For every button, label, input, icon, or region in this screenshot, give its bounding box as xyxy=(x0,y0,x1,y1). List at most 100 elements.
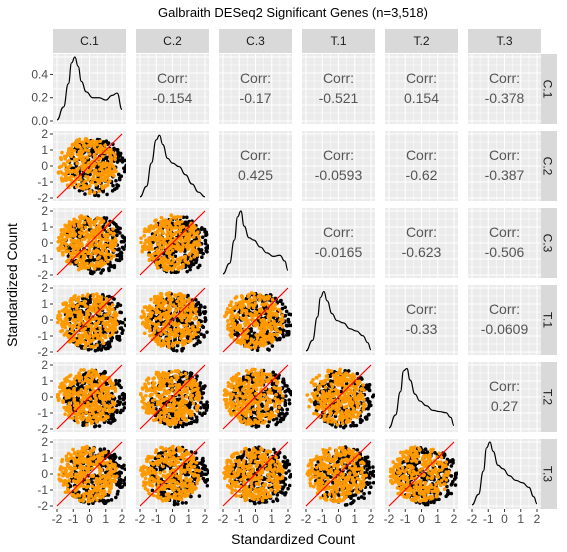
data-point xyxy=(115,304,119,309)
panel: Corr:-0.387 xyxy=(468,131,541,201)
data-point xyxy=(84,410,88,415)
data-point xyxy=(106,415,110,420)
data-point xyxy=(75,171,79,175)
data-point xyxy=(237,300,242,305)
data-point xyxy=(95,292,99,296)
data-point xyxy=(158,219,163,224)
column-strip: C.3 xyxy=(219,29,292,53)
data-point xyxy=(189,421,194,425)
data-point xyxy=(99,176,103,181)
data-point xyxy=(87,418,92,423)
data-point xyxy=(90,307,95,311)
data-point xyxy=(165,229,170,233)
data-point xyxy=(72,247,76,251)
data-point xyxy=(84,169,89,174)
data-point xyxy=(67,392,72,396)
data-point xyxy=(101,316,105,320)
data-point xyxy=(175,333,180,338)
data-point xyxy=(92,403,96,408)
data-point xyxy=(158,249,163,254)
data-point xyxy=(114,239,119,243)
data-point xyxy=(98,336,102,341)
row-strip: T.2 xyxy=(538,362,557,432)
data-point xyxy=(148,314,153,319)
data-point xyxy=(253,296,257,300)
data-point xyxy=(91,415,96,419)
data-point xyxy=(149,224,153,228)
data-point xyxy=(89,166,93,171)
data-point xyxy=(280,324,285,329)
data-point xyxy=(180,341,185,345)
data-point xyxy=(109,256,114,261)
data-point xyxy=(274,311,278,316)
data-point xyxy=(63,412,67,416)
data-point xyxy=(229,321,233,326)
data-point xyxy=(148,333,152,338)
data-point xyxy=(170,248,175,253)
data-point xyxy=(100,237,104,242)
data-point xyxy=(240,295,245,299)
data-point xyxy=(233,304,237,309)
data-point xyxy=(80,238,84,242)
data-point xyxy=(98,331,102,336)
data-point xyxy=(186,299,191,303)
data-point xyxy=(101,268,106,272)
data-point xyxy=(98,139,102,144)
data-point xyxy=(85,377,90,382)
data-point xyxy=(93,348,98,353)
data-point xyxy=(172,293,177,297)
data-point xyxy=(284,309,289,314)
data-point xyxy=(198,381,203,385)
data-point xyxy=(105,155,109,160)
data-point xyxy=(261,302,265,307)
data-point xyxy=(170,347,175,351)
data-point xyxy=(119,310,124,315)
point-cloud xyxy=(56,133,126,199)
data-point xyxy=(164,337,169,341)
data-point xyxy=(156,304,161,308)
data-point xyxy=(120,331,124,336)
data-point xyxy=(75,152,80,157)
data-point xyxy=(118,256,123,260)
data-point xyxy=(90,383,94,388)
data-point xyxy=(109,328,114,332)
data-point xyxy=(81,157,86,162)
data-point xyxy=(84,138,88,142)
data-point xyxy=(74,219,79,224)
data-point xyxy=(59,241,64,245)
data-point xyxy=(190,325,194,329)
data-point xyxy=(72,324,77,329)
data-point xyxy=(230,312,235,317)
data-point xyxy=(178,420,183,425)
data-point xyxy=(254,310,259,315)
data-point xyxy=(202,227,207,232)
data-point xyxy=(72,398,76,403)
data-point xyxy=(99,184,104,188)
data-point xyxy=(101,407,106,412)
corr-value: 0.425 xyxy=(238,167,273,183)
data-point xyxy=(76,408,81,413)
data-point xyxy=(104,341,109,346)
data-point xyxy=(204,403,209,407)
data-point xyxy=(63,175,68,179)
data-point xyxy=(163,225,168,230)
corr-label: Corr: xyxy=(323,224,354,240)
data-point xyxy=(65,234,69,238)
data-point xyxy=(179,380,183,384)
data-point xyxy=(182,323,186,328)
data-point xyxy=(69,311,74,315)
data-point xyxy=(159,292,164,296)
data-point xyxy=(80,293,85,298)
data-point xyxy=(155,248,160,253)
data-point xyxy=(240,310,244,315)
density-curve xyxy=(222,210,289,275)
data-point xyxy=(83,144,88,148)
data-point xyxy=(103,335,108,340)
data-point xyxy=(89,328,94,332)
data-point xyxy=(106,259,110,264)
data-point xyxy=(183,256,187,261)
data-point xyxy=(88,255,93,260)
data-point xyxy=(78,219,83,223)
data-point xyxy=(97,146,102,151)
data-point xyxy=(147,319,152,323)
